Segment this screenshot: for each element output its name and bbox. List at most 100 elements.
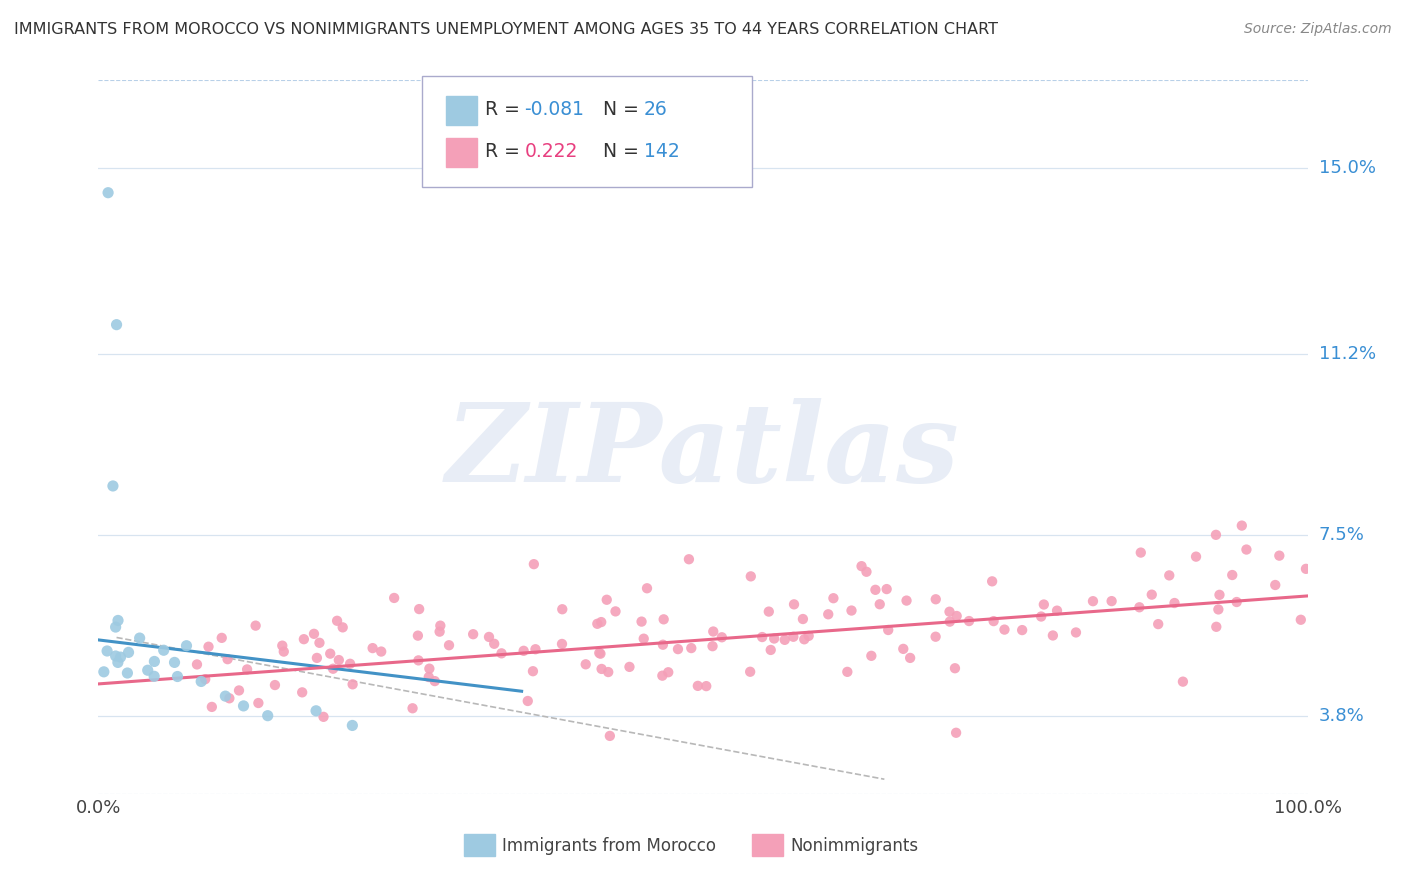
Point bbox=[197, 640, 219, 654]
Point bbox=[891, 641, 914, 656]
Point bbox=[876, 582, 898, 596]
Point bbox=[429, 618, 451, 632]
Text: 11.2%: 11.2% bbox=[1319, 345, 1376, 363]
Point bbox=[1140, 588, 1163, 602]
Point bbox=[1268, 549, 1291, 563]
Point bbox=[695, 679, 717, 693]
Text: 3.8%: 3.8% bbox=[1319, 706, 1364, 724]
Text: 26: 26 bbox=[644, 100, 668, 120]
Point bbox=[924, 630, 946, 644]
Point bbox=[702, 639, 724, 653]
Point bbox=[93, 665, 115, 679]
Point bbox=[925, 592, 948, 607]
Point bbox=[152, 643, 174, 657]
Point bbox=[401, 701, 423, 715]
Point bbox=[740, 569, 762, 583]
Point bbox=[166, 669, 188, 683]
Point bbox=[482, 637, 505, 651]
Point bbox=[408, 602, 430, 616]
Point bbox=[1159, 568, 1181, 582]
Text: 142: 142 bbox=[644, 142, 679, 161]
Point bbox=[945, 725, 967, 739]
Point bbox=[308, 636, 330, 650]
Point bbox=[312, 710, 335, 724]
Point bbox=[322, 662, 344, 676]
Point bbox=[319, 647, 342, 661]
Point bbox=[128, 631, 150, 645]
Point bbox=[305, 704, 328, 718]
Point bbox=[1171, 674, 1194, 689]
Point bbox=[898, 651, 921, 665]
Point bbox=[591, 615, 613, 629]
Point bbox=[190, 674, 212, 689]
Text: Source: ZipAtlas.com: Source: ZipAtlas.com bbox=[1244, 22, 1392, 37]
Text: IMMIGRANTS FROM MOROCCO VS NONIMMIGRANTS UNEMPLOYMENT AMONG AGES 35 TO 44 YEARS : IMMIGRANTS FROM MOROCCO VS NONIMMIGRANTS… bbox=[14, 22, 998, 37]
Point bbox=[605, 604, 627, 618]
Point bbox=[598, 665, 620, 679]
Point bbox=[236, 662, 259, 676]
Point bbox=[686, 679, 709, 693]
Point bbox=[938, 605, 960, 619]
Point bbox=[97, 186, 120, 200]
Point bbox=[855, 565, 877, 579]
Point bbox=[782, 630, 804, 644]
Point bbox=[797, 629, 820, 643]
Point bbox=[332, 620, 354, 634]
Point bbox=[651, 638, 673, 652]
Point bbox=[1011, 623, 1033, 637]
Point bbox=[143, 669, 166, 683]
Point bbox=[247, 696, 270, 710]
Text: 7.5%: 7.5% bbox=[1319, 525, 1365, 544]
Point bbox=[110, 650, 132, 665]
Point bbox=[1031, 609, 1053, 624]
Point bbox=[1264, 578, 1286, 592]
Point bbox=[758, 605, 780, 619]
Point bbox=[491, 646, 513, 660]
Point bbox=[599, 729, 621, 743]
Point bbox=[201, 700, 224, 714]
Point bbox=[981, 574, 1004, 589]
Point bbox=[406, 629, 429, 643]
Text: N =: N = bbox=[603, 142, 645, 161]
Text: Nonimmigrants: Nonimmigrants bbox=[790, 837, 918, 855]
Point bbox=[1230, 518, 1253, 533]
Point bbox=[516, 694, 538, 708]
Point bbox=[107, 614, 129, 628]
Text: 0.222: 0.222 bbox=[524, 142, 578, 161]
Point bbox=[633, 632, 655, 646]
Point bbox=[837, 665, 859, 679]
Point bbox=[939, 615, 962, 629]
Point bbox=[710, 630, 733, 644]
Point bbox=[245, 618, 267, 632]
Point bbox=[218, 691, 240, 706]
Point bbox=[342, 677, 364, 691]
Point bbox=[792, 612, 814, 626]
Point bbox=[666, 642, 689, 657]
Point bbox=[630, 615, 652, 629]
Point bbox=[588, 646, 610, 660]
Point bbox=[551, 637, 574, 651]
Point bbox=[851, 559, 873, 574]
Point bbox=[423, 674, 446, 689]
Point bbox=[429, 624, 451, 639]
Point bbox=[865, 582, 887, 597]
Point bbox=[823, 591, 845, 606]
Point bbox=[292, 632, 315, 647]
Point bbox=[869, 597, 891, 611]
Point bbox=[751, 630, 773, 644]
Point bbox=[619, 660, 641, 674]
Point bbox=[1295, 562, 1317, 576]
Point bbox=[591, 662, 613, 676]
Point bbox=[589, 647, 612, 661]
Point bbox=[291, 685, 314, 699]
Point bbox=[841, 603, 863, 617]
Point bbox=[107, 656, 129, 670]
Point bbox=[176, 639, 198, 653]
Point bbox=[1101, 594, 1123, 608]
Point bbox=[1081, 594, 1104, 608]
Point bbox=[983, 614, 1005, 628]
Point bbox=[1236, 542, 1258, 557]
Point bbox=[228, 683, 250, 698]
Point bbox=[271, 639, 294, 653]
Point bbox=[793, 632, 815, 647]
